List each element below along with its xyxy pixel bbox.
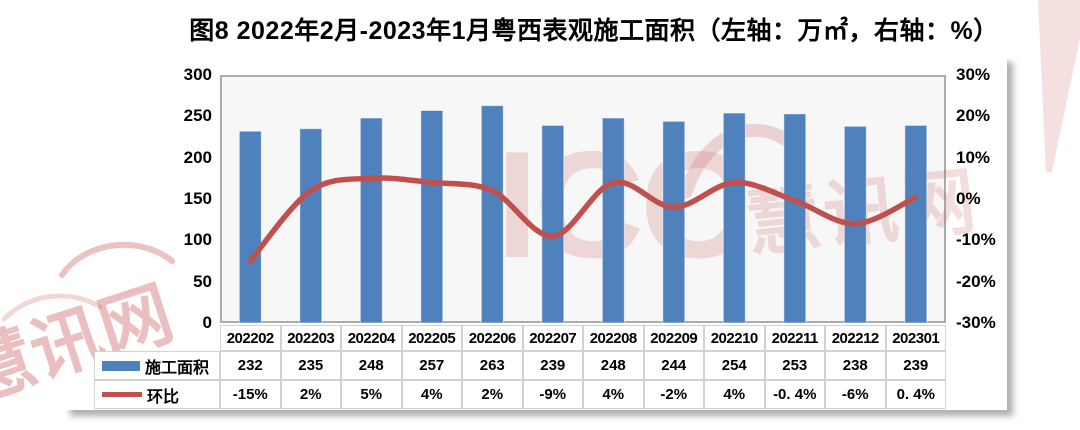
left-axis-tick: 50: [193, 271, 212, 291]
right-axis-tick: -30%: [956, 313, 996, 332]
right-axis-tick: -10%: [956, 230, 996, 250]
x-axis-label: 202206: [462, 325, 523, 351]
table-value: 248: [341, 351, 402, 380]
table-value: 248: [583, 351, 644, 380]
x-axis-label: 202207: [522, 325, 583, 351]
left-axis-tick: 150: [183, 189, 212, 208]
x-axis-label: 202301: [885, 325, 946, 351]
x-axis-label: 202211: [764, 325, 825, 351]
table-value: 232: [220, 351, 281, 380]
right-axis-tick: 10%: [956, 147, 991, 167]
table-value: -6%: [825, 380, 886, 409]
legend-label: 环比: [147, 388, 180, 406]
table-value: 239: [522, 351, 583, 380]
table-value: -2%: [643, 380, 704, 409]
table-value: 257: [401, 351, 462, 380]
bar-202209: [662, 120, 686, 323]
left-axis-tick: 0: [202, 313, 212, 332]
line-series-swatch-icon: [102, 392, 142, 397]
left-axis-tick: 200: [183, 147, 212, 167]
table-value: 4%: [583, 380, 644, 409]
table-value: 2%: [280, 380, 341, 409]
right-axis-tick: 20%: [956, 106, 991, 126]
table-value: -9%: [522, 380, 583, 409]
bar-202203: [299, 128, 323, 323]
table-value: 235: [280, 351, 341, 380]
table-value: -0. 4%: [764, 380, 825, 409]
right-axis-tick: 0%: [956, 189, 981, 208]
bar-202208: [601, 117, 625, 323]
left-axis-tick: 100: [183, 230, 212, 250]
bar-202210: [722, 112, 746, 323]
x-axis-label: 202202: [220, 325, 281, 351]
right-axis-tick: -20%: [956, 271, 996, 291]
table-value: 263: [462, 351, 523, 380]
x-axis-label: 202205: [401, 325, 462, 351]
plot-canvas: [238, 105, 928, 323]
table-value: 0. 4%: [885, 380, 946, 409]
table-value: 244: [643, 351, 704, 380]
left-axis-tick: 300: [183, 65, 212, 84]
x-axis-label: 202210: [704, 325, 765, 351]
bar-series-swatch-icon: [102, 360, 140, 371]
table-value: -15%: [220, 380, 281, 409]
table-value: 5%: [341, 380, 402, 409]
x-axis-label: 202212: [825, 325, 886, 351]
bar-202207: [541, 124, 565, 323]
x-axis-label: 202208: [583, 325, 644, 351]
mom-line: [247, 175, 919, 264]
bar-202204: [359, 117, 383, 323]
table-value: 4%: [704, 380, 765, 409]
table-corner-spacer: [94, 325, 220, 351]
x-axis-label: 202204: [341, 325, 402, 351]
bar-202301: [904, 124, 928, 323]
x-axis-label: 202203: [280, 325, 341, 351]
left-axis: 300 250 200 150 100 50 0: [122, 65, 212, 332]
legend-cell-area: 施工面积: [94, 351, 220, 380]
x-axis-label: 202209: [643, 325, 704, 351]
right-axis-tick: 30%: [956, 65, 991, 84]
bar-202211: [783, 113, 807, 323]
plot-area: [220, 75, 946, 323]
left-axis-tick: 250: [183, 106, 212, 126]
right-axis: 30% 20% 10% 0% -10% -20% -30%: [956, 65, 1046, 332]
data-table: 202202 202203 202204 202205 202206 202207 2022…: [94, 325, 946, 409]
table-value: 239: [885, 351, 946, 380]
table-value: 2%: [462, 380, 523, 409]
bar-202206: [480, 105, 504, 323]
bar-202205: [420, 110, 444, 323]
legend-label: 施工面积: [145, 359, 210, 377]
table-value: 238: [825, 351, 886, 380]
bar-202202: [238, 130, 262, 323]
table-value: 253: [764, 351, 825, 380]
table-value: 4%: [401, 380, 462, 409]
legend-cell-mom: 环比: [94, 380, 220, 409]
table-value: 254: [704, 351, 765, 380]
chart-title: 图8 2022年2月-2023年1月粤西表观施工面积（左轴：万㎡，右轴：%）: [189, 17, 999, 45]
